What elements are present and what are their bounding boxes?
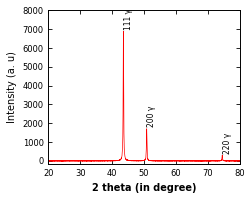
Text: 220 γ: 220 γ xyxy=(223,133,232,154)
Text: 200 γ: 200 γ xyxy=(147,106,156,127)
Text: 111 γ: 111 γ xyxy=(124,8,133,30)
X-axis label: 2 theta (in degree): 2 theta (in degree) xyxy=(92,183,196,193)
Y-axis label: Intensity (a. u): Intensity (a. u) xyxy=(7,51,17,123)
